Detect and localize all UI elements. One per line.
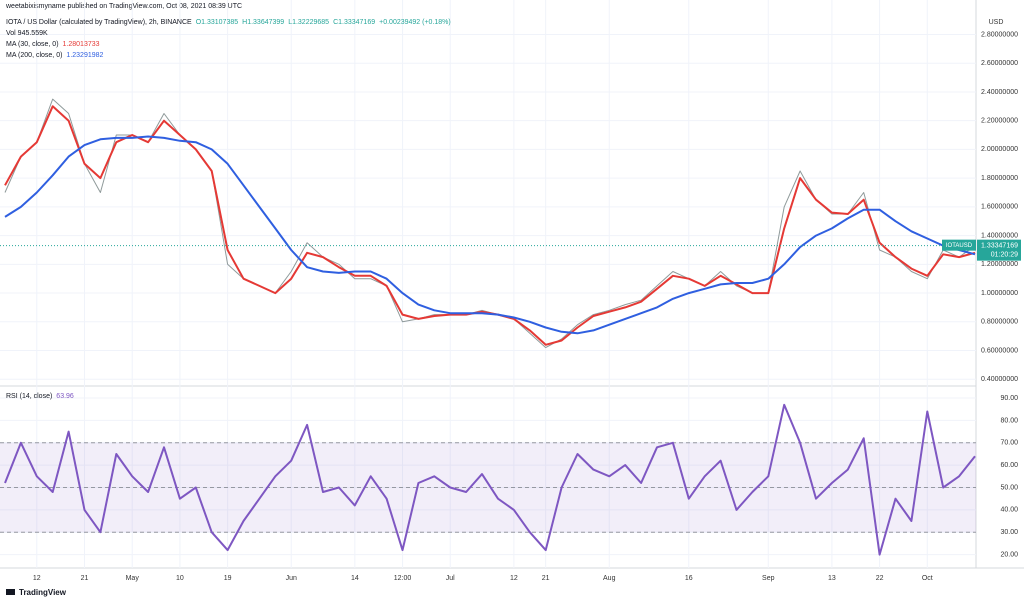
x-tick-label: Oct (922, 575, 933, 582)
y-tick-label: 0.40000000 (981, 376, 1018, 383)
x-tick-label: Sep (762, 575, 775, 582)
legend-entry: MA (30, close, 0) 1.28013733 (6, 41, 100, 48)
y-tick-label: 60.00 (1000, 462, 1018, 469)
logo-icon (6, 589, 15, 595)
x-tick-label: 21 (542, 575, 550, 582)
y-tick-label: 2.00000000 (981, 146, 1018, 153)
logo: TradingView (6, 588, 67, 597)
y-tick-label: 2.80000000 (981, 31, 1018, 38)
y-tick-label: 70.00 (1000, 440, 1018, 447)
quote: +0.00239492 (+0.18%) (379, 19, 451, 26)
indicator-label: Vol 945.559K (6, 30, 48, 37)
y-tick-label: 1.60000000 (981, 204, 1018, 211)
x-tick-label: 16 (685, 575, 693, 582)
x-tick-label: Jul (446, 575, 455, 582)
legend-value: 63.96 (56, 393, 74, 400)
legend-entry: RSI (14, close) 63.96 (6, 393, 74, 400)
y-tick-label: 2.20000000 (981, 118, 1018, 125)
legend-name: RSI (14, close) (6, 393, 52, 400)
price-axis-tag (977, 239, 1021, 261)
x-tick-label: 22 (876, 575, 884, 582)
price-tag-name: IOTAUSD (946, 243, 973, 249)
legend-entry: MA (200, close, 0) 1.23291982 (6, 52, 104, 59)
legend-value: 1.28013733 (63, 41, 100, 48)
price-axis-value: 1.33347169 (981, 242, 1018, 249)
countdown: 01:20:29 (991, 251, 1018, 258)
x-tick-label: 12 (510, 575, 518, 582)
x-tick-label: 13 (828, 575, 836, 582)
y-tick-label: 2.60000000 (981, 60, 1018, 67)
legend-name: MA (200, close, 0) (6, 52, 62, 59)
series-line (4, 135, 976, 335)
x-tick-label: May (126, 575, 140, 582)
quote: O1.33107385 (196, 19, 239, 26)
legend-value: 1.23291982 (66, 52, 103, 59)
quote: C1.33347169 (333, 19, 375, 26)
x-tick-label: Jun (286, 575, 297, 582)
quote: H1.33647399 (242, 19, 284, 26)
y-tick-label: 1.00000000 (981, 290, 1018, 297)
published: weetabixismyname published on TradingVie… (5, 3, 242, 10)
y-tick-label: 2.40000000 (981, 89, 1018, 96)
y-tick-label: 1.80000000 (981, 175, 1018, 182)
series-line (4, 403, 976, 556)
x-tick-label: 12:00 (394, 575, 412, 582)
y-tick-label: 1.40000000 (981, 232, 1018, 239)
branding: TradingView (19, 588, 67, 597)
y-tick-label: 0.60000000 (981, 347, 1018, 354)
quote: L1.32229685 (288, 19, 329, 26)
x-tick-label: 12 (33, 575, 41, 582)
legend-name: MA (30, close, 0) (6, 41, 59, 48)
y-tick-label: 50.00 (1000, 484, 1018, 491)
y-tick-label: 0.80000000 (981, 319, 1018, 326)
x-tick-label: Aug (603, 575, 616, 582)
y-tick-label: 30.00 (1000, 529, 1018, 536)
y-tick-label: 90.00 (1000, 395, 1018, 402)
x-tick-label: 21 (81, 575, 89, 582)
x-tick-label: 14 (351, 575, 359, 582)
title: IOTA / US Dollar (calculated by TradingV… (6, 19, 192, 26)
price-tag (942, 239, 976, 251)
y-tick-label: 1.20000000 (981, 261, 1018, 268)
y-tick-label: 20.00 (1000, 551, 1018, 558)
x-tick-label: 10 (176, 575, 184, 582)
x-tick-label: 19 (224, 575, 232, 582)
y-tick-label: 80.00 (1000, 417, 1018, 424)
y-unit: USD (989, 19, 1004, 26)
legend-title: IOTA / US Dollar (calculated by TradingV… (6, 19, 451, 26)
y-tick-label: 40.00 (1000, 507, 1018, 514)
